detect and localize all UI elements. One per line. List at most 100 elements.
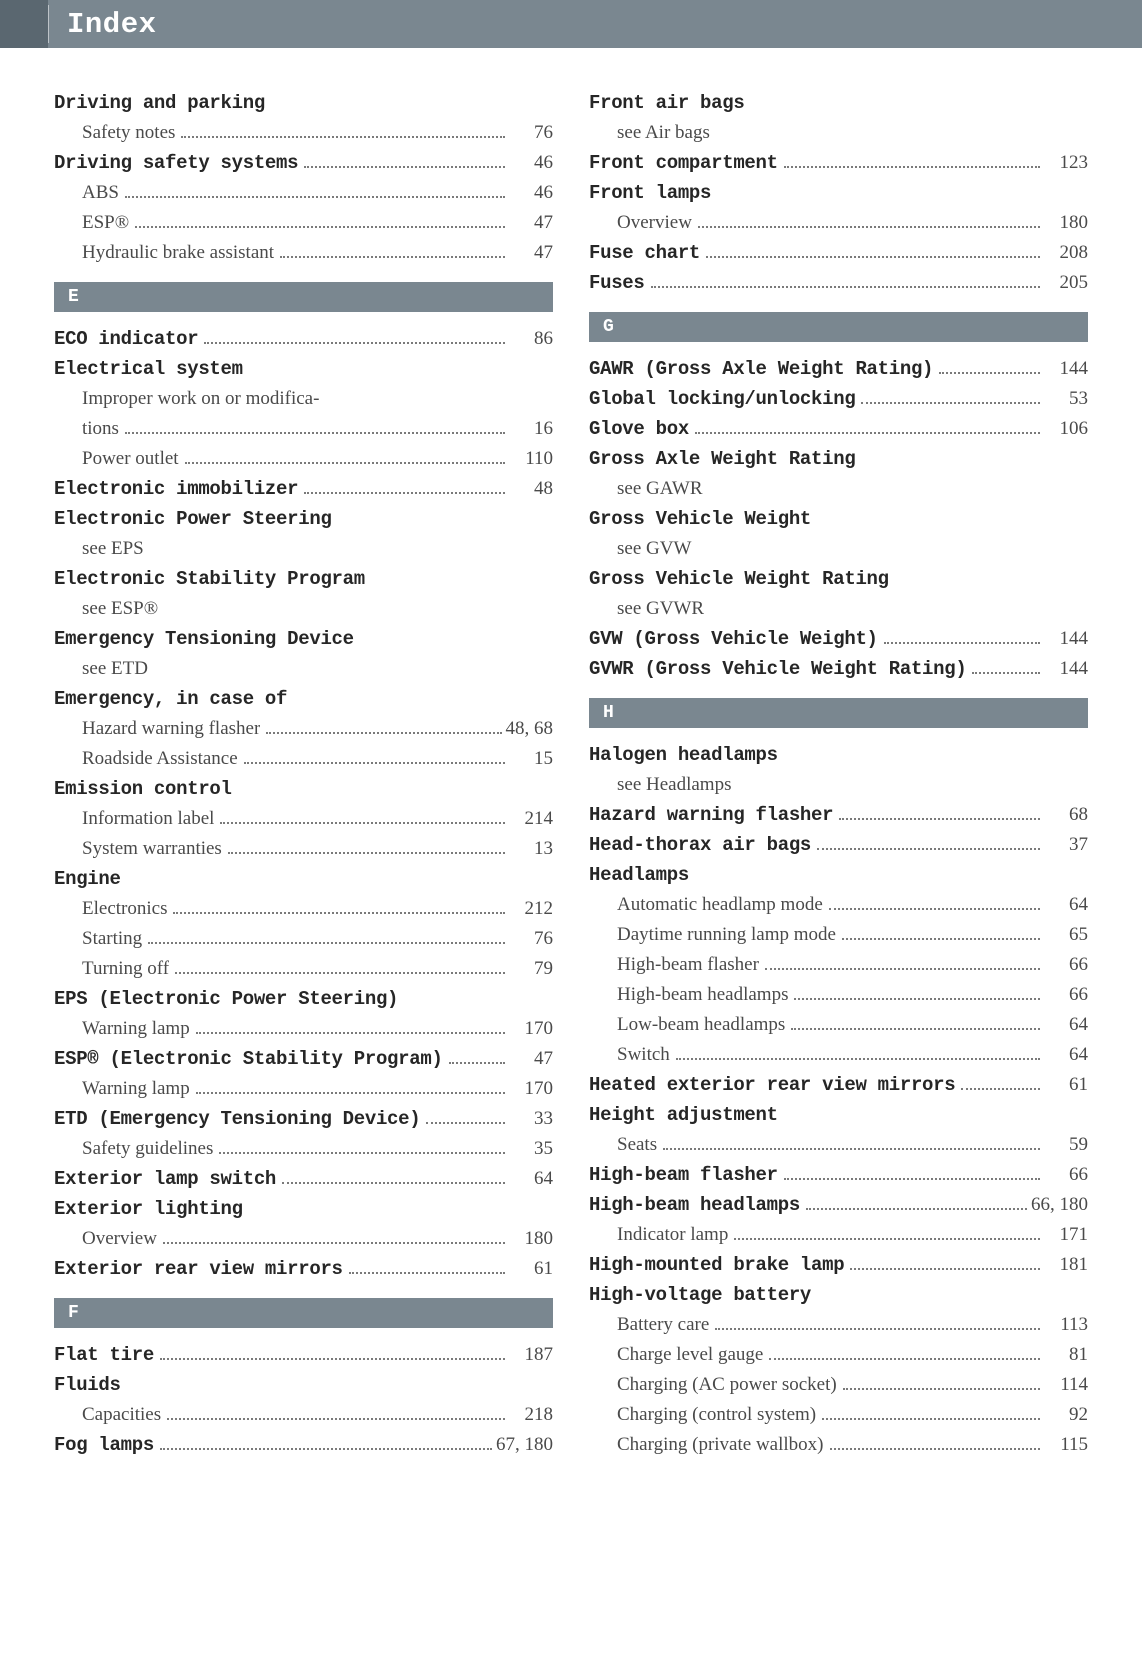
index-entry: Safety notes76	[54, 118, 553, 148]
index-label: Charging (AC power socket)	[617, 1370, 837, 1400]
dot-leader	[449, 1062, 505, 1064]
index-page: 81	[1044, 1340, 1088, 1370]
index-label: Information label	[82, 804, 214, 834]
index-entry: Turning off79	[54, 954, 553, 984]
index-label: Overview	[82, 1224, 157, 1254]
index-page: 65	[1044, 920, 1088, 950]
index-entry: Switch64	[589, 1040, 1088, 1070]
index-page: 66, 180	[1031, 1190, 1088, 1220]
dot-leader	[651, 286, 1040, 288]
index-label: Low-beam headlamps	[617, 1010, 785, 1040]
index-entry: Warning lamp170	[54, 1074, 553, 1104]
dot-leader	[765, 968, 1040, 970]
index-entry: Battery care 113	[589, 1310, 1088, 1340]
index-page: 181	[1044, 1250, 1088, 1280]
index-label: Charging (control system)	[617, 1400, 816, 1430]
index-label: Charging (private wallbox)	[617, 1430, 824, 1460]
index-label: Fog lamps	[54, 1430, 154, 1460]
index-label: Head-thorax air bags	[589, 830, 811, 860]
letter-header-e: E	[54, 282, 553, 312]
index-label: Overview	[617, 208, 692, 238]
dot-leader	[698, 226, 1040, 228]
index-entry: Overview180	[589, 208, 1088, 238]
dot-leader	[839, 818, 1040, 820]
index-page: 68	[1044, 800, 1088, 830]
index-entry: Safety guidelines 35	[54, 1134, 553, 1164]
index-entry: Exterior lamp switch 64	[54, 1164, 553, 1194]
dot-leader	[734, 1238, 1040, 1240]
index-page: 171	[1044, 1220, 1088, 1250]
dot-leader	[791, 1028, 1040, 1030]
dot-leader	[961, 1088, 1040, 1090]
index-label: Exterior lamp switch	[54, 1164, 276, 1194]
index-entry: Glove box106	[589, 414, 1088, 444]
dot-leader	[706, 256, 1040, 258]
index-entry: Heated exterior rear view mirrors61	[589, 1070, 1088, 1100]
index-label: High-beam flasher	[617, 950, 759, 980]
index-heading: Engine	[54, 864, 553, 894]
dot-leader	[228, 852, 505, 854]
index-entry: Daytime running lamp mode65	[589, 920, 1088, 950]
dot-leader	[160, 1448, 492, 1450]
index-page: 64	[1044, 1010, 1088, 1040]
index-entry: Fuse chart208	[589, 238, 1088, 268]
index-label: Battery care	[617, 1310, 709, 1340]
index-entry: Driving safety systems46	[54, 148, 553, 178]
index-page: 92	[1044, 1400, 1088, 1430]
index-label: Indicator lamp	[617, 1220, 728, 1250]
index-page: 214	[509, 804, 553, 834]
dot-leader	[349, 1272, 505, 1274]
index-label: Automatic headlamp mode	[617, 890, 823, 920]
index-label: Hazard warning flasher	[82, 714, 260, 744]
dot-leader	[972, 672, 1040, 674]
index-label: Fuse chart	[589, 238, 700, 268]
index-entry: Electronic immobilizer 48	[54, 474, 553, 504]
index-page: 212	[509, 894, 553, 924]
index-label: High-mounted brake lamp	[589, 1250, 844, 1280]
dot-leader	[125, 196, 505, 198]
index-page: 113	[1044, 1310, 1088, 1340]
index-page: 48	[509, 474, 553, 504]
index-page: 35	[509, 1134, 553, 1164]
index-see: see Headlamps	[589, 770, 1088, 800]
index-page: 61	[509, 1254, 553, 1284]
dot-leader	[175, 972, 505, 974]
index-heading: Gross Vehicle Weight	[589, 504, 1088, 534]
index-label: Hydraulic brake assistant	[82, 238, 274, 268]
index-label: Warning lamp	[82, 1014, 190, 1044]
index-page: 144	[1044, 354, 1088, 384]
index-see: see GVW	[589, 534, 1088, 564]
index-entry: ABS46	[54, 178, 553, 208]
index-label: Electronic immobilizer	[54, 474, 298, 504]
dot-leader	[676, 1058, 1040, 1060]
index-see: see GAWR	[589, 474, 1088, 504]
dot-leader	[304, 166, 505, 168]
index-label: Front compartment	[589, 148, 778, 178]
index-entry: Front compartment123	[589, 148, 1088, 178]
index-entry: ESP®47	[54, 208, 553, 238]
index-entry: Overview 180	[54, 1224, 553, 1254]
index-label: Seats	[617, 1130, 657, 1160]
dot-leader	[842, 938, 1040, 940]
index-entry: Power outlet110	[54, 444, 553, 474]
left-column: Driving and parking Safety notes76 Drivi…	[54, 88, 553, 1460]
index-label: ABS	[82, 178, 119, 208]
dot-leader	[850, 1268, 1040, 1270]
index-page: 180	[509, 1224, 553, 1254]
index-see: see Air bags	[589, 118, 1088, 148]
index-entry: Low-beam headlamps 64	[589, 1010, 1088, 1040]
index-label: ESP® (Electronic Stability Program)	[54, 1044, 443, 1074]
index-label: Safety guidelines	[82, 1134, 213, 1164]
letter-header-h: H	[589, 698, 1088, 728]
dot-leader	[784, 1178, 1040, 1180]
dot-leader	[822, 1418, 1040, 1420]
index-page: 106	[1044, 414, 1088, 444]
index-page: 114	[1044, 1370, 1088, 1400]
index-entry: Seats59	[589, 1130, 1088, 1160]
index-entry: Fog lamps67, 180	[54, 1430, 553, 1460]
index-label: Exterior rear view mirrors	[54, 1254, 343, 1284]
index-page: 64	[509, 1164, 553, 1194]
index-heading: Exterior lighting	[54, 1194, 553, 1224]
index-page: 48, 68	[506, 714, 554, 744]
index-page: 53	[1044, 384, 1088, 414]
